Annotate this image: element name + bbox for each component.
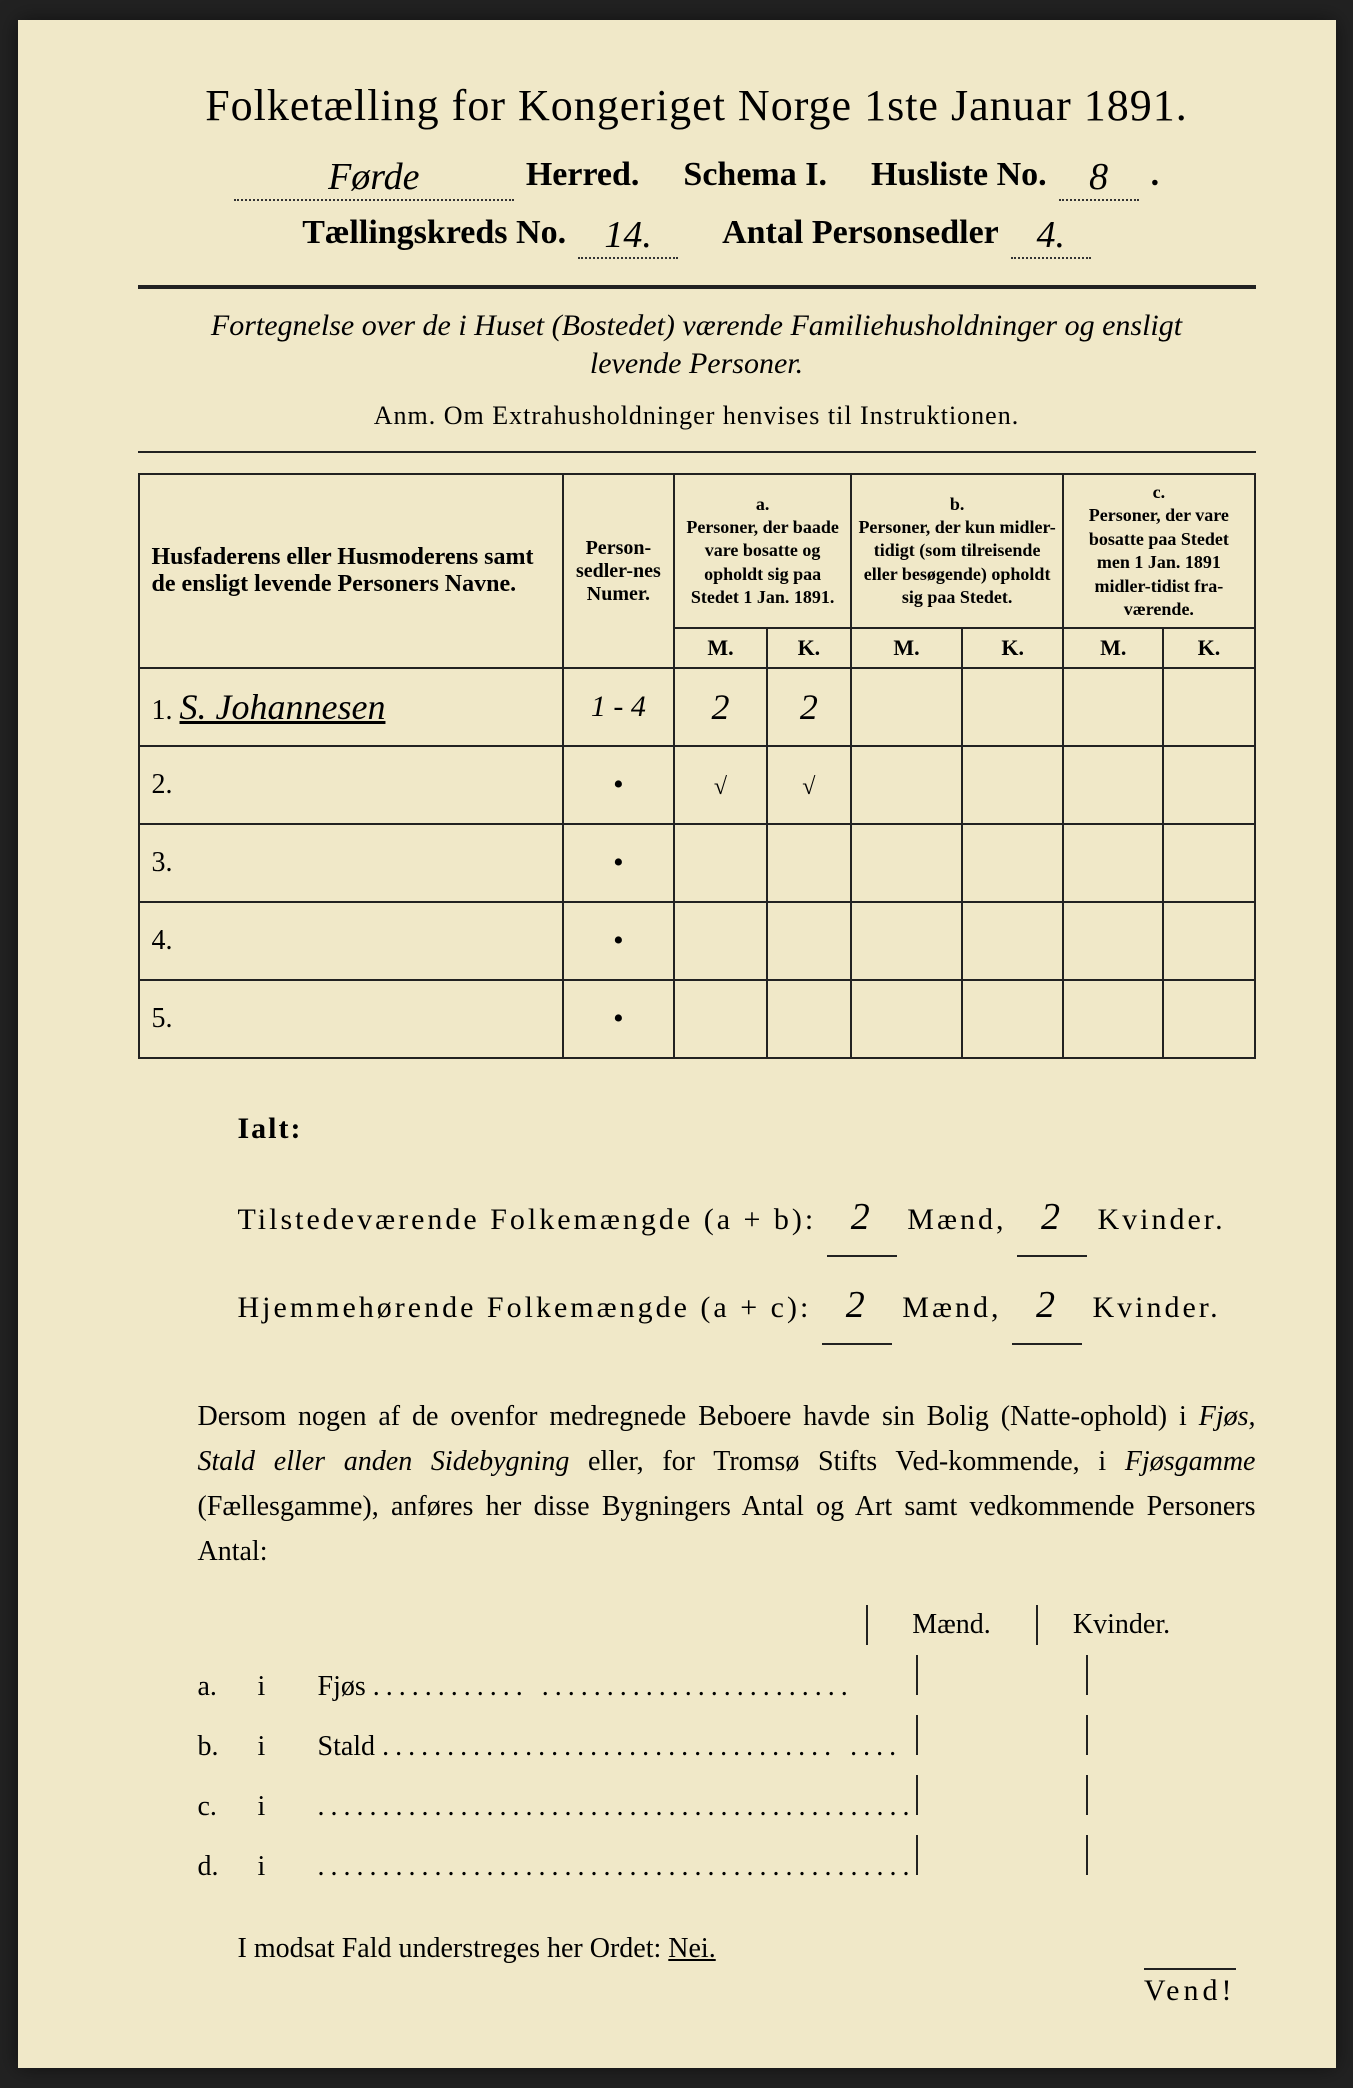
cell-ck <box>1163 746 1254 824</box>
col-kvinder: Kvinder. <box>1036 1605 1206 1645</box>
subtitle-1: Fortegnelse over de i Huset (Bostedet) v… <box>138 309 1256 343</box>
cell-ck <box>1163 824 1254 902</box>
cell-am: √ <box>674 746 767 824</box>
row-name-cell: 5. <box>139 980 563 1058</box>
header-row-1: Førde Herred. Schema I. Husliste No. 8 . <box>138 151 1256 197</box>
kreds-label: Tællingskreds No. <box>302 214 566 252</box>
cell-numer: • <box>563 980 675 1058</box>
cell-ck <box>1163 668 1254 746</box>
cell-bm <box>851 824 962 902</box>
schema-label: Schema I. <box>683 156 827 194</box>
cell-ck <box>1163 902 1254 980</box>
census-table: Husfaderens eller Husmoderens samt de en… <box>138 473 1256 1059</box>
total-line-1: Tilstedeværende Folkemængde (a + b): 2 M… <box>238 1179 1256 1257</box>
cell-bm <box>851 902 962 980</box>
th-name: Husfaderens eller Husmoderens samt de en… <box>139 474 563 668</box>
th-bk: K. <box>962 628 1063 668</box>
ialt-label: Ialt: <box>238 1099 1256 1159</box>
row-name-cell: 3. <box>139 824 563 902</box>
divider-2 <box>138 451 1256 453</box>
cell-cm <box>1063 980 1163 1058</box>
table-row: 1. S. Johannesen1 - 422 <box>139 668 1255 746</box>
th-cm: M. <box>1063 628 1163 668</box>
cell-bk <box>962 668 1063 746</box>
herred-label: Herred. <box>526 156 640 194</box>
table-row: 2.•√√ <box>139 746 1255 824</box>
row-name-cell: 1. S. Johannesen <box>139 668 563 746</box>
cell-bm <box>851 980 962 1058</box>
anm-note: Anm. Om Extrahusholdninger henvises til … <box>138 401 1256 431</box>
th-a: a. Personer, der baade vare bosatte og o… <box>674 474 851 628</box>
cell-numer: • <box>563 902 675 980</box>
cell-ck <box>1163 980 1254 1058</box>
building-row: b.iStald ...............................… <box>198 1715 1256 1763</box>
cell-cm <box>1063 824 1163 902</box>
row-name-cell: 2. <box>139 746 563 824</box>
cell-ak <box>767 980 851 1058</box>
cell-cm <box>1063 902 1163 980</box>
building-row: a.iFjøs ............ ...................… <box>198 1655 1256 1703</box>
final-line: I modsat Fald understreges her Ordet: Ne… <box>238 1933 1256 1965</box>
cell-bk <box>962 980 1063 1058</box>
herred-field: Førde <box>234 155 514 201</box>
cell-ak <box>767 902 851 980</box>
antal-label: Antal Personsedler <box>722 214 999 252</box>
cell-am: 2 <box>674 668 767 746</box>
th-numer: Person-sedler-nes Numer. <box>563 474 675 668</box>
row-name-cell: 4. <box>139 902 563 980</box>
totals-section: Ialt: Tilstedeværende Folkemængde (a + b… <box>238 1099 1256 1345</box>
buildings-section: Mænd. Kvinder. a.iFjøs ............ ....… <box>198 1605 1256 1883</box>
table-row: 4.• <box>139 902 1255 980</box>
census-form-page: Folketælling for Kongeriget Norge 1ste J… <box>18 20 1336 2068</box>
cell-am <box>674 824 767 902</box>
cell-am <box>674 980 767 1058</box>
subtitle-2: levende Personer. <box>138 347 1256 381</box>
cell-bk <box>962 902 1063 980</box>
husliste-dot: . <box>1151 156 1160 194</box>
body-paragraph: Dersom nogen af de ovenfor medregnede Be… <box>198 1395 1256 1574</box>
building-row: c.i.....................................… <box>198 1775 1256 1823</box>
cell-ak: √ <box>767 746 851 824</box>
cell-cm <box>1063 746 1163 824</box>
th-bm: M. <box>851 628 962 668</box>
th-ak: K. <box>767 628 851 668</box>
cell-numer: 1 - 4 <box>563 668 675 746</box>
cell-numer: • <box>563 746 675 824</box>
page-title: Folketælling for Kongeriget Norge 1ste J… <box>138 80 1256 131</box>
husliste-label: Husliste No. <box>871 156 1047 194</box>
cell-bm <box>851 668 962 746</box>
total1-m: 2 <box>827 1179 897 1257</box>
table-row: 3.• <box>139 824 1255 902</box>
nei-word: Nei. <box>668 1933 715 1964</box>
cell-numer: • <box>563 824 675 902</box>
col-maend: Mænd. <box>866 1605 1036 1645</box>
buildings-header: Mænd. Kvinder. <box>198 1605 1256 1645</box>
divider-1 <box>138 285 1256 289</box>
building-row: d.i.....................................… <box>198 1835 1256 1883</box>
total2-k: 2 <box>1012 1267 1082 1345</box>
cell-bk <box>962 746 1063 824</box>
cell-cm <box>1063 668 1163 746</box>
th-c: c. Personer, der vare bosatte paa Stedet… <box>1063 474 1254 628</box>
husliste-field: 8 <box>1059 155 1139 201</box>
kreds-field: 14. <box>578 213 678 259</box>
cell-bk <box>962 824 1063 902</box>
header-row-2: Tællingskreds No. 14. Antal Personsedler… <box>138 209 1256 255</box>
total1-k: 2 <box>1017 1179 1087 1257</box>
cell-am <box>674 902 767 980</box>
th-ck: K. <box>1163 628 1254 668</box>
th-am: M. <box>674 628 767 668</box>
table-row: 5.• <box>139 980 1255 1058</box>
total-line-2: Hjemmehørende Folkemængde (a + c): 2 Mæn… <box>238 1267 1256 1345</box>
antal-field: 4. <box>1011 213 1091 259</box>
cell-bm <box>851 746 962 824</box>
cell-ak: 2 <box>767 668 851 746</box>
total2-m: 2 <box>822 1267 892 1345</box>
cell-ak <box>767 824 851 902</box>
th-b: b. Personer, der kun midler-tidigt (som … <box>851 474 1063 628</box>
vend-label: Vend! <box>1144 1968 1236 2008</box>
